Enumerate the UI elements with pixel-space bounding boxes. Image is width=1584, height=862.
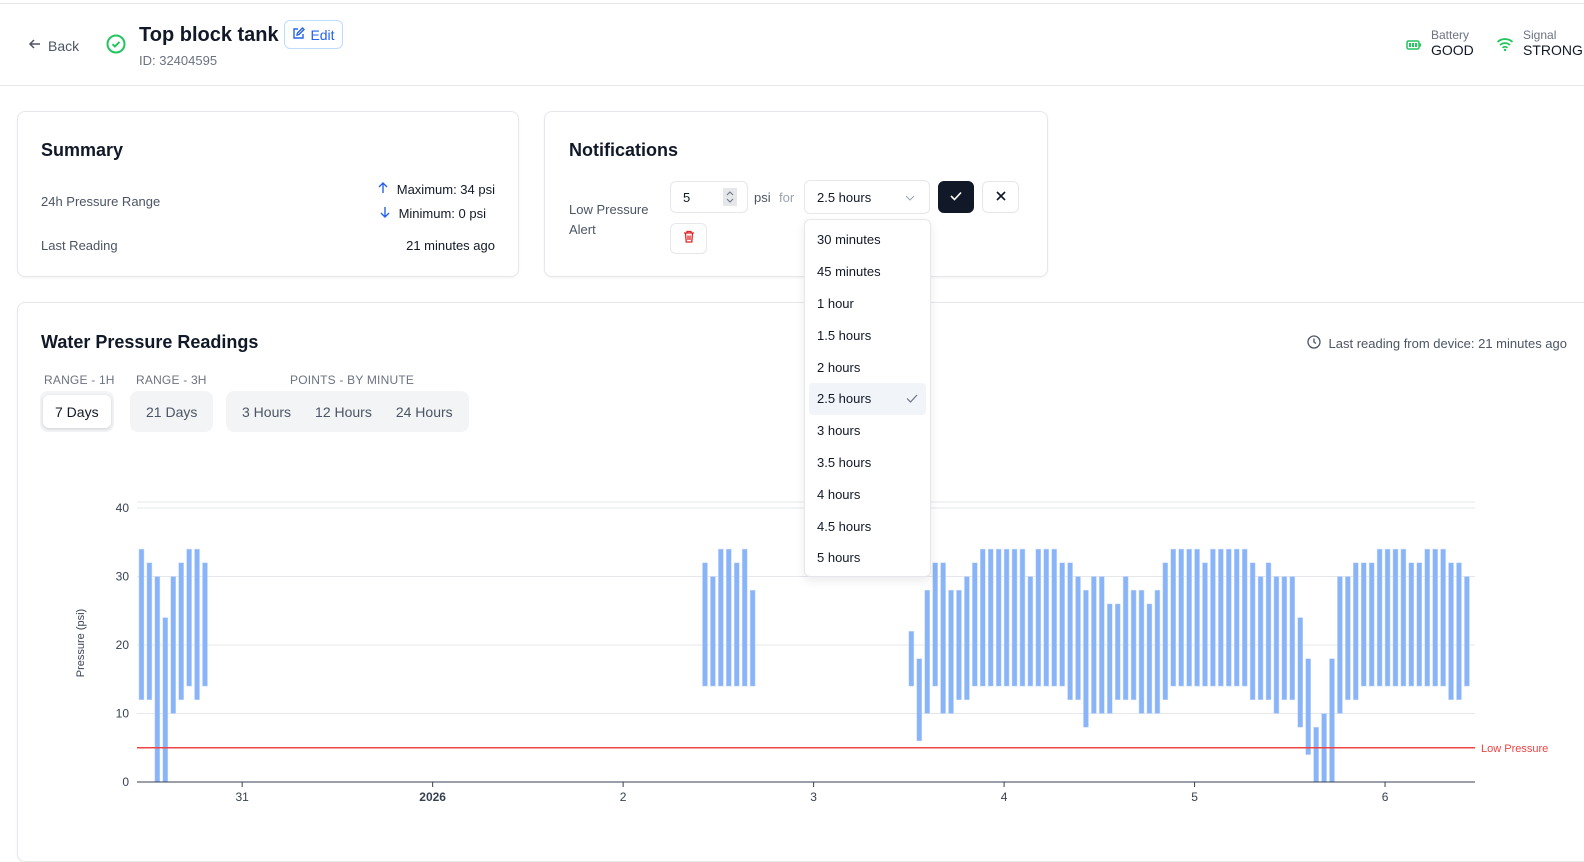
duration-option-label: 2 hours bbox=[817, 359, 861, 375]
duration-option[interactable]: 5 hours bbox=[809, 542, 926, 574]
check-icon bbox=[950, 188, 962, 206]
signal-label: Signal bbox=[1523, 28, 1557, 42]
duration-option-label: 3.5 hours bbox=[817, 454, 872, 470]
clock-icon bbox=[1306, 335, 1321, 352]
status-ok-icon bbox=[106, 34, 126, 59]
duration-option-label: 4 hours bbox=[817, 486, 861, 502]
last-reading-device: Last reading from device: 21 minutes ago bbox=[1306, 335, 1567, 352]
device-id: ID: 32404595 bbox=[139, 53, 218, 68]
wifi-icon bbox=[1496, 37, 1514, 56]
check-icon bbox=[906, 391, 918, 406]
duration-option[interactable]: 1 hour bbox=[809, 288, 926, 320]
readings-card: Water Pressure Readings Last reading fro… bbox=[17, 302, 1584, 862]
range-7-days-button[interactable]: 7 Days bbox=[43, 395, 111, 428]
signal-status: Signal STRONG bbox=[1523, 28, 1583, 58]
trash-icon bbox=[683, 230, 695, 248]
duration-option-label: 1.5 hours bbox=[817, 327, 872, 343]
duration-option-label: 45 minutes bbox=[817, 264, 881, 280]
last-reading-value: 21 minutes ago bbox=[406, 238, 495, 253]
duration-option[interactable]: 45 minutes bbox=[809, 256, 926, 288]
page-title: Top block tank bbox=[139, 24, 279, 46]
battery-value: GOOD bbox=[1431, 42, 1474, 58]
threshold-input[interactable]: 5 bbox=[670, 181, 748, 213]
edit-button[interactable]: Edit bbox=[284, 20, 343, 49]
minimum-value: Minimum: 0 psi bbox=[398, 206, 486, 221]
chevron-down-icon bbox=[905, 188, 915, 206]
range-3h-label: RANGE - 3H bbox=[136, 373, 207, 387]
readings-title: Water Pressure Readings bbox=[41, 332, 259, 352]
unit-label: psi bbox=[754, 190, 771, 205]
range-1h-label: RANGE - 1H bbox=[44, 373, 115, 387]
duration-option[interactable]: 3.5 hours bbox=[809, 447, 926, 479]
points-24-hours-button[interactable]: 24 Hours bbox=[395, 403, 453, 420]
duration-option-label: 5 hours bbox=[817, 550, 861, 566]
points-group: 3 Hours 12 Hours 24 Hours bbox=[226, 391, 469, 432]
back-button[interactable]: Back bbox=[28, 37, 79, 54]
delete-alert-button[interactable] bbox=[670, 223, 707, 254]
duration-option-label: 1 hour bbox=[817, 295, 854, 311]
range-3h-group: 21 Days bbox=[130, 391, 214, 432]
range-21-days-button[interactable]: 21 Days bbox=[146, 403, 198, 420]
summary-card: Summary 24h Pressure Range Maximum: 34 p… bbox=[17, 111, 519, 277]
points-label: POINTS - BY MINUTE bbox=[290, 373, 415, 387]
duration-select[interactable]: 2.5 hours bbox=[804, 180, 930, 214]
close-icon bbox=[995, 188, 1006, 206]
arrow-left-icon bbox=[28, 37, 42, 54]
duration-selected: 2.5 hours bbox=[817, 189, 872, 205]
points-3-hours-button[interactable]: 3 Hours bbox=[242, 403, 292, 420]
last-reading-label: Last Reading bbox=[41, 238, 118, 253]
range-1h-group: 7 Days bbox=[40, 391, 114, 432]
duration-dropdown-menu: 30 minutes 45 minutes 1 hour 1.5 hours 2 hou… bbox=[804, 219, 931, 577]
arrow-down-icon bbox=[379, 206, 391, 221]
duration-option-label: 2.5 hours bbox=[817, 391, 872, 407]
duration-option[interactable]: 3 hours bbox=[809, 415, 926, 447]
low-pressure-alert-label: Low Pressure Alert bbox=[569, 202, 649, 237]
back-label: Back bbox=[48, 37, 80, 54]
summary-title: Summary bbox=[41, 140, 124, 160]
edit-label: Edit bbox=[310, 26, 335, 43]
top-border bbox=[0, 3, 1584, 4]
duration-option[interactable]: 4 hours bbox=[809, 478, 926, 510]
last-reading-device-text: Last reading from device: 21 minutes ago bbox=[1328, 336, 1567, 351]
pressure-range-label: 24h Pressure Range bbox=[41, 194, 161, 209]
notifications-card: Notifications Low Pressure Alert 5 psi f… bbox=[544, 111, 1048, 277]
duration-option[interactable]: 2.5 hours bbox=[809, 382, 926, 415]
points-12-hours-button[interactable]: 12 Hours bbox=[315, 403, 372, 420]
battery-icon bbox=[1406, 38, 1422, 56]
duration-option-label: 4.5 hours bbox=[817, 518, 872, 534]
minimum-row: Minimum: 0 psi bbox=[379, 206, 486, 221]
duration-option[interactable]: 1.5 hours bbox=[809, 319, 926, 351]
battery-status: Battery GOOD bbox=[1431, 28, 1474, 58]
header-divider bbox=[0, 85, 1584, 86]
maximum-row: Maximum: 34 psi bbox=[377, 182, 495, 197]
duration-option[interactable]: 2 hours bbox=[809, 351, 926, 383]
battery-label: Battery bbox=[1431, 28, 1470, 42]
duration-option[interactable]: 30 minutes bbox=[809, 224, 926, 256]
cancel-button[interactable] bbox=[982, 181, 1019, 213]
signal-value: STRONG bbox=[1523, 42, 1583, 58]
threshold-value: 5 bbox=[683, 189, 691, 205]
confirm-button[interactable] bbox=[938, 181, 974, 213]
duration-option[interactable]: 4.5 hours bbox=[809, 510, 926, 542]
maximum-value: Maximum: 34 psi bbox=[396, 182, 495, 197]
duration-option-label: 30 minutes bbox=[817, 232, 881, 248]
stepper-icon[interactable] bbox=[723, 188, 737, 206]
edit-icon bbox=[292, 26, 306, 43]
arrow-up-icon bbox=[377, 182, 389, 197]
duration-option-label: 3 hours bbox=[817, 423, 861, 439]
notifications-title: Notifications bbox=[569, 140, 679, 160]
for-label: for bbox=[779, 190, 795, 205]
